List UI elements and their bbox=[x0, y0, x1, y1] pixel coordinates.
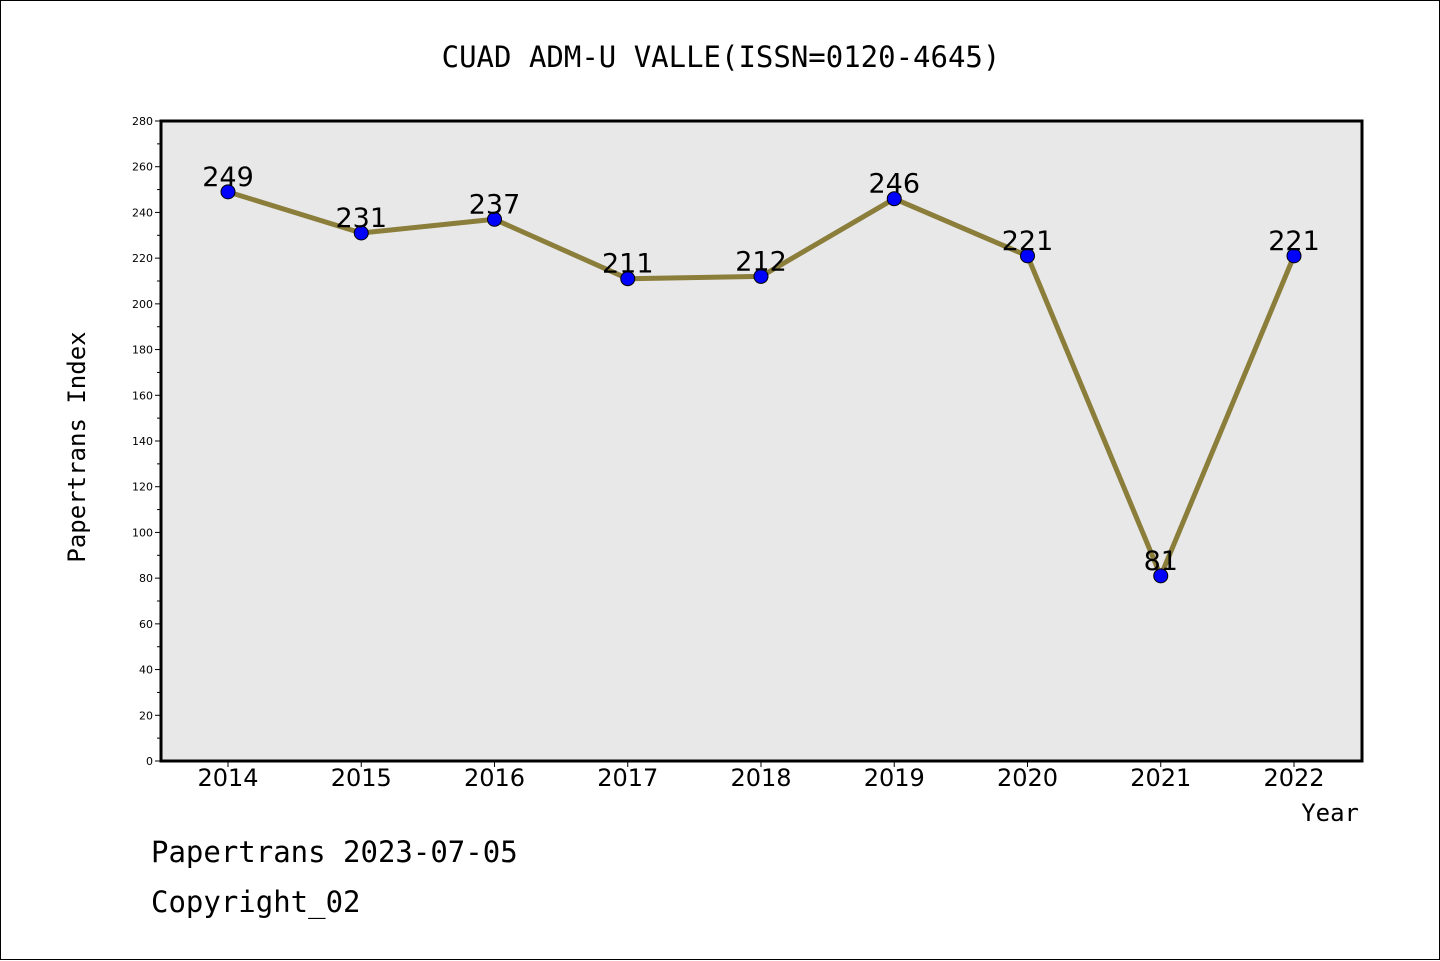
y-tick-label: 180 bbox=[132, 344, 153, 357]
y-tick-label: 0 bbox=[146, 755, 153, 768]
series-markers bbox=[220, 184, 1302, 584]
data-point bbox=[487, 211, 502, 227]
x-tick-label: 2021 bbox=[1130, 764, 1191, 792]
data-point bbox=[1153, 568, 1169, 584]
data-label: 231 bbox=[335, 203, 387, 234]
chart-title: CUAD ADM-U VALLE(ISSN=0120-4645) bbox=[442, 40, 1001, 74]
y-tick-label: 20 bbox=[139, 709, 153, 722]
data-point bbox=[620, 271, 636, 287]
y-tick-label: 120 bbox=[132, 481, 153, 494]
y-tick-label: 280 bbox=[132, 115, 153, 128]
x-tick-label: 2015 bbox=[331, 764, 392, 792]
data-label: 249 bbox=[202, 162, 254, 193]
y-tick-label: 200 bbox=[132, 298, 153, 311]
data-point bbox=[220, 184, 236, 200]
x-axis-label: Year bbox=[1301, 799, 1359, 827]
data-label: 221 bbox=[1002, 226, 1054, 257]
data-point bbox=[886, 191, 902, 207]
data-point bbox=[1020, 248, 1035, 264]
y-axis: 0 20 40 60 80 100 120 140 160 180 200 220 240 260 280 bbox=[132, 115, 161, 768]
data-point bbox=[353, 225, 369, 241]
x-tick-label: 2022 bbox=[1263, 764, 1324, 792]
data-label: 81 bbox=[1144, 546, 1178, 577]
x-tick-label: 2018 bbox=[730, 764, 791, 792]
x-tick-label: 2019 bbox=[864, 764, 925, 792]
data-label: 246 bbox=[868, 169, 920, 200]
y-tick-label: 100 bbox=[132, 526, 153, 539]
x-tick-label: 2020 bbox=[997, 764, 1058, 792]
y-tick-label: 220 bbox=[132, 252, 153, 265]
x-tick-label: 2014 bbox=[197, 764, 258, 792]
y-axis-label: Papertrans Index bbox=[63, 331, 91, 562]
y-tick-label: 60 bbox=[139, 618, 153, 631]
footer-copyright: Copyright_02 bbox=[151, 885, 361, 919]
data-label: 212 bbox=[735, 246, 787, 277]
y-tick-label: 260 bbox=[132, 161, 153, 174]
x-tick-label: 2017 bbox=[597, 764, 658, 792]
y-tick-label: 140 bbox=[132, 435, 153, 448]
x-tick-label: 2016 bbox=[464, 764, 525, 792]
x-axis: 2014 2015 2016 2017 2018 2019 2020 2021 2022 bbox=[197, 761, 1325, 792]
y-tick-label: 240 bbox=[132, 206, 153, 219]
y-tick-label: 80 bbox=[139, 572, 153, 585]
data-label: 211 bbox=[602, 249, 654, 280]
y-tick-label: 160 bbox=[132, 389, 153, 402]
data-labels: 249 231 237 211 212 246 221 81 221 bbox=[202, 162, 1320, 577]
data-label: 221 bbox=[1268, 226, 1320, 257]
data-point bbox=[1286, 248, 1302, 264]
data-label: 237 bbox=[469, 189, 521, 220]
y-tick-label: 40 bbox=[139, 664, 153, 677]
footer-date: Papertrans 2023-07-05 bbox=[151, 835, 518, 869]
data-point bbox=[753, 268, 769, 284]
